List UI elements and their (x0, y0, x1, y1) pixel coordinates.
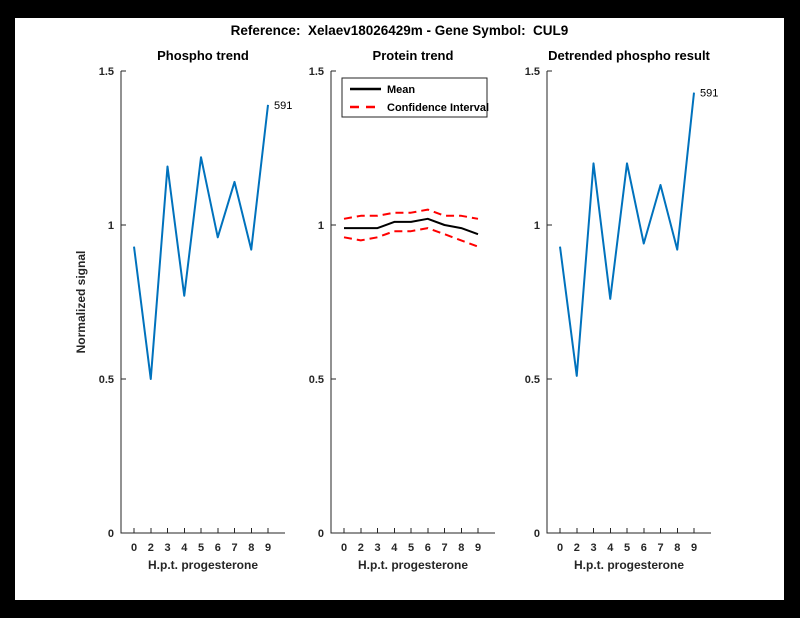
figure-title: Reference: Xelaev18026429m - Gene Symbol… (230, 23, 569, 38)
y-tick-label: 0 (318, 528, 324, 540)
x-tick-label: 6 (425, 542, 431, 554)
subplot-title: Protein trend (373, 48, 454, 63)
x-axis-label: H.p.t. progesterone (148, 558, 258, 572)
axis-spines (546, 71, 711, 534)
y-tick-label: 1.5 (99, 66, 114, 78)
legend-box (341, 77, 488, 118)
series-confidence-interval-lower (343, 227, 479, 248)
x-tick-label: 4 (607, 542, 614, 554)
x-tick-label: 8 (674, 542, 680, 554)
series-confidence-interval-upper (343, 208, 479, 220)
subplot-phospho-trend: 00.511.50 2 3 4 5 6 7 8 9H.p.t. progesteroneNorm… (74, 48, 292, 572)
y-tick-label: 1.5 (525, 66, 540, 78)
x-tick-label: 3 (164, 542, 170, 554)
subplot-title: Detrended phospho result (548, 48, 710, 63)
y-tick-label: 0 (534, 528, 540, 540)
legend-entry-label: Mean (387, 84, 415, 96)
axis-spines (120, 71, 285, 534)
x-axis-label: H.p.t. progesterone (358, 558, 468, 572)
x-tick-label: 9 (691, 542, 697, 554)
x-tick-label: 5 (624, 542, 630, 554)
x-tick-label: 8 (458, 542, 464, 554)
x-tick-label: 9 (265, 542, 271, 554)
x-tick-label: 9 (475, 542, 481, 554)
x-tick-label: 6 (215, 542, 221, 554)
x-tick-label: 0 (341, 542, 347, 554)
x-tick-label: 2 (574, 542, 580, 554)
x-tick-label: 7 (657, 542, 663, 554)
legend-entry-label: Confidence Interval (387, 102, 489, 114)
series-end-label: 591 (700, 88, 718, 100)
x-tick-label: 3 (590, 542, 596, 554)
subplot-title: Phospho trend (157, 48, 249, 63)
x-tick-label: 3 (374, 542, 380, 554)
subplot-detrended-phospho-result: 00.511.50 2 3 4 5 6 7 8 9H.p.t. progesteroneDetr… (525, 48, 719, 572)
series-mean (344, 217, 479, 236)
plots-canvas: 00.511.50 2 3 4 5 6 7 8 9H.p.t. progesteroneNorm… (74, 48, 719, 572)
x-tick-label: 8 (248, 542, 254, 554)
x-tick-label: 4 (181, 542, 188, 554)
x-tick-label: 7 (441, 542, 447, 554)
x-tick-label: 7 (231, 542, 237, 554)
y-axis-label: Normalized signal (74, 251, 88, 354)
y-tick-label: 1 (534, 220, 540, 232)
legend: Mean Confidence Interval (341, 77, 489, 118)
y-tick-label: 1 (318, 220, 324, 232)
series-phospho-signal (133, 104, 269, 380)
series-end-label: 591 (274, 100, 292, 112)
y-tick-label: 0.5 (525, 374, 540, 386)
subplot-protein-trend: 00.511.50 2 3 4 5 6 7 8 9H.p.t. progesteroneProt… (309, 48, 495, 572)
y-tick-label: 0.5 (309, 374, 324, 386)
y-tick-label: 0.5 (99, 374, 114, 386)
x-tick-label: 0 (131, 542, 137, 554)
x-tick-label: 5 (198, 542, 204, 554)
y-tick-label: 1.5 (309, 66, 324, 78)
axis-spines (330, 71, 495, 534)
x-axis-label: H.p.t. progesterone (574, 558, 684, 572)
series-detrended-phospho-signal (559, 92, 695, 377)
x-tick-label: 0 (557, 542, 563, 554)
x-tick-label: 2 (358, 542, 364, 554)
x-tick-label: 2 (148, 542, 154, 554)
matlab-figure-window: Reference: Xelaev18026429m - Gene Symbol… (15, 18, 784, 600)
y-tick-label: 0 (108, 528, 114, 540)
x-tick-label: 6 (641, 542, 647, 554)
y-tick-label: 1 (108, 220, 114, 232)
x-tick-label: 5 (408, 542, 414, 554)
x-tick-label: 4 (391, 542, 398, 554)
